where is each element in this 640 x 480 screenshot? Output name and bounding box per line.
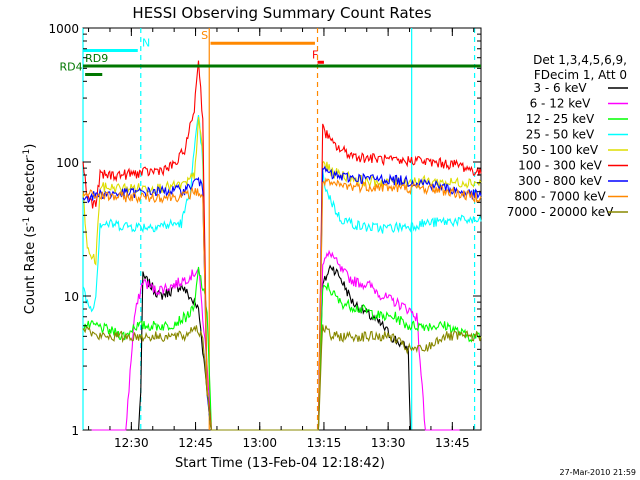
y-axis-label: Count Rate (s-1 detector-1) — [22, 144, 38, 315]
legend-label-3: 25 - 50 keV — [526, 128, 595, 142]
annotation-label-3: RD9 — [85, 52, 108, 65]
y-tick-label-2: 100 — [56, 156, 79, 170]
legend-label-6: 300 - 800 keV — [518, 174, 602, 188]
annotation-label-2: F — [312, 48, 318, 61]
annotation-label-0: N — [142, 36, 150, 49]
x-tick-label-1: 12:45 — [178, 436, 213, 450]
x-tick-label-2: 13:00 — [242, 436, 277, 450]
annotation-label-1: S — [201, 29, 208, 42]
chart-title: HESSI Observing Summary Count Rates — [132, 4, 431, 22]
x-axis-label: Start Time (13-Feb-04 12:18:42) — [175, 456, 385, 471]
legend-label-7: 800 - 7000 keV — [514, 190, 606, 204]
y-tick-label-0: 1 — [71, 424, 79, 438]
x-tick-label-3: 13:15 — [307, 436, 342, 450]
x-tick-label-5: 13:45 — [435, 436, 470, 450]
y-axis-label-sup2: -1 — [22, 149, 32, 158]
y-axis-label-sup: -1 — [22, 217, 32, 226]
y-axis-label-mid: detector — [23, 157, 38, 217]
legend-label-4: 50 - 100 keV — [522, 143, 599, 157]
annotation-label-4: RD4 — [59, 60, 82, 73]
legend-header-line-1: Det 1,3,4,5,6,9, — [533, 53, 627, 67]
legend: Det 1,3,4,5,6,9, FDecim 1, Att 0 3 - 6 k… — [507, 53, 628, 219]
legend-label-5: 100 - 300 keV — [518, 159, 602, 173]
y-tick-label-3: 1000 — [48, 22, 79, 36]
timestamp: 27-Mar-2010 21:59 — [560, 468, 637, 477]
series-group — [82, 60, 482, 431]
series-line-8 — [82, 324, 482, 431]
axis-ticks: 1 10 100 1000 12:30 12:45 13:00 13:15 13:30 13:45 — [48, 22, 481, 450]
y-axis-label-main: Count Rate (s — [23, 226, 38, 315]
legend-label-8: 7000 - 20000 keV — [507, 205, 614, 219]
plot-area — [82, 27, 482, 431]
legend-header-line-2: FDecim 1, Att 0 — [534, 68, 627, 82]
y-tick-label-1: 10 — [64, 290, 79, 304]
x-tick-label-0: 12:30 — [114, 436, 149, 450]
legend-label-2: 12 - 25 keV — [526, 112, 595, 126]
legend-label-0: 3 - 6 keV — [533, 81, 587, 95]
legend-label-1: 6 - 12 keV — [530, 97, 592, 111]
x-tick-label-4: 13:30 — [371, 436, 406, 450]
y-axis-label-end: ) — [23, 144, 38, 149]
